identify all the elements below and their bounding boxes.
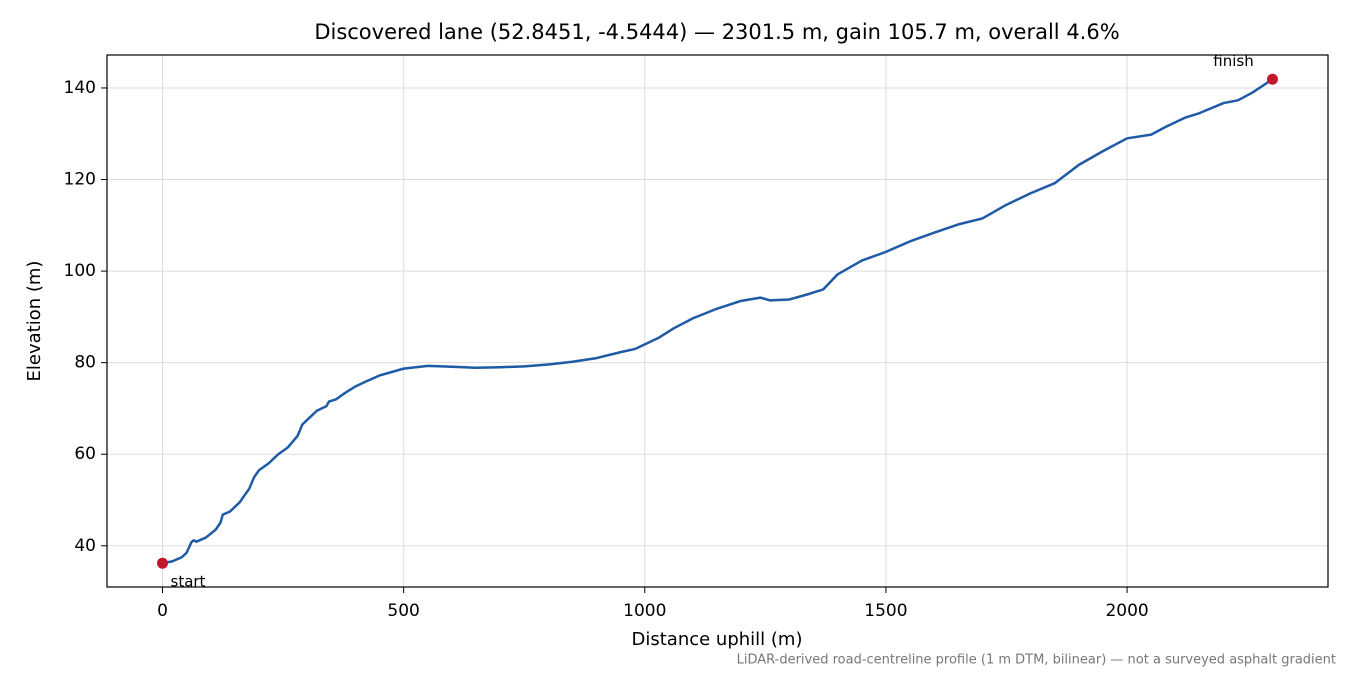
plot-frame (106, 54, 1329, 588)
y-tick-label: 40 (74, 536, 96, 556)
y-tick-label: 100 (64, 261, 96, 281)
endpoint-label: finish (1213, 52, 1253, 70)
x-tick-label: 1500 (864, 601, 907, 621)
elevation-line (162, 78, 1274, 565)
x-tick-label: 2000 (1105, 601, 1148, 621)
x-tick-label: 500 (387, 601, 419, 621)
y-axis-label: Elevation (m) (24, 261, 45, 382)
x-tick-label: 0 (157, 601, 168, 621)
endpoint-marker (157, 557, 169, 569)
y-tick-label: 140 (64, 78, 96, 98)
x-tick-label: 1000 (623, 601, 666, 621)
chart-title: Discovered lane (52.8451, -4.5444) — 230… (314, 20, 1119, 44)
y-tick-label: 80 (74, 353, 96, 373)
footnote: LiDAR-derived road-centreline profile (1… (737, 653, 1336, 668)
y-tick-label: 120 (64, 170, 96, 190)
endpoint-label: start (171, 573, 206, 591)
y-tick-label: 60 (74, 444, 96, 464)
endpoint-marker (1266, 73, 1278, 85)
x-axis-label: Distance uphill (m) (632, 629, 803, 650)
